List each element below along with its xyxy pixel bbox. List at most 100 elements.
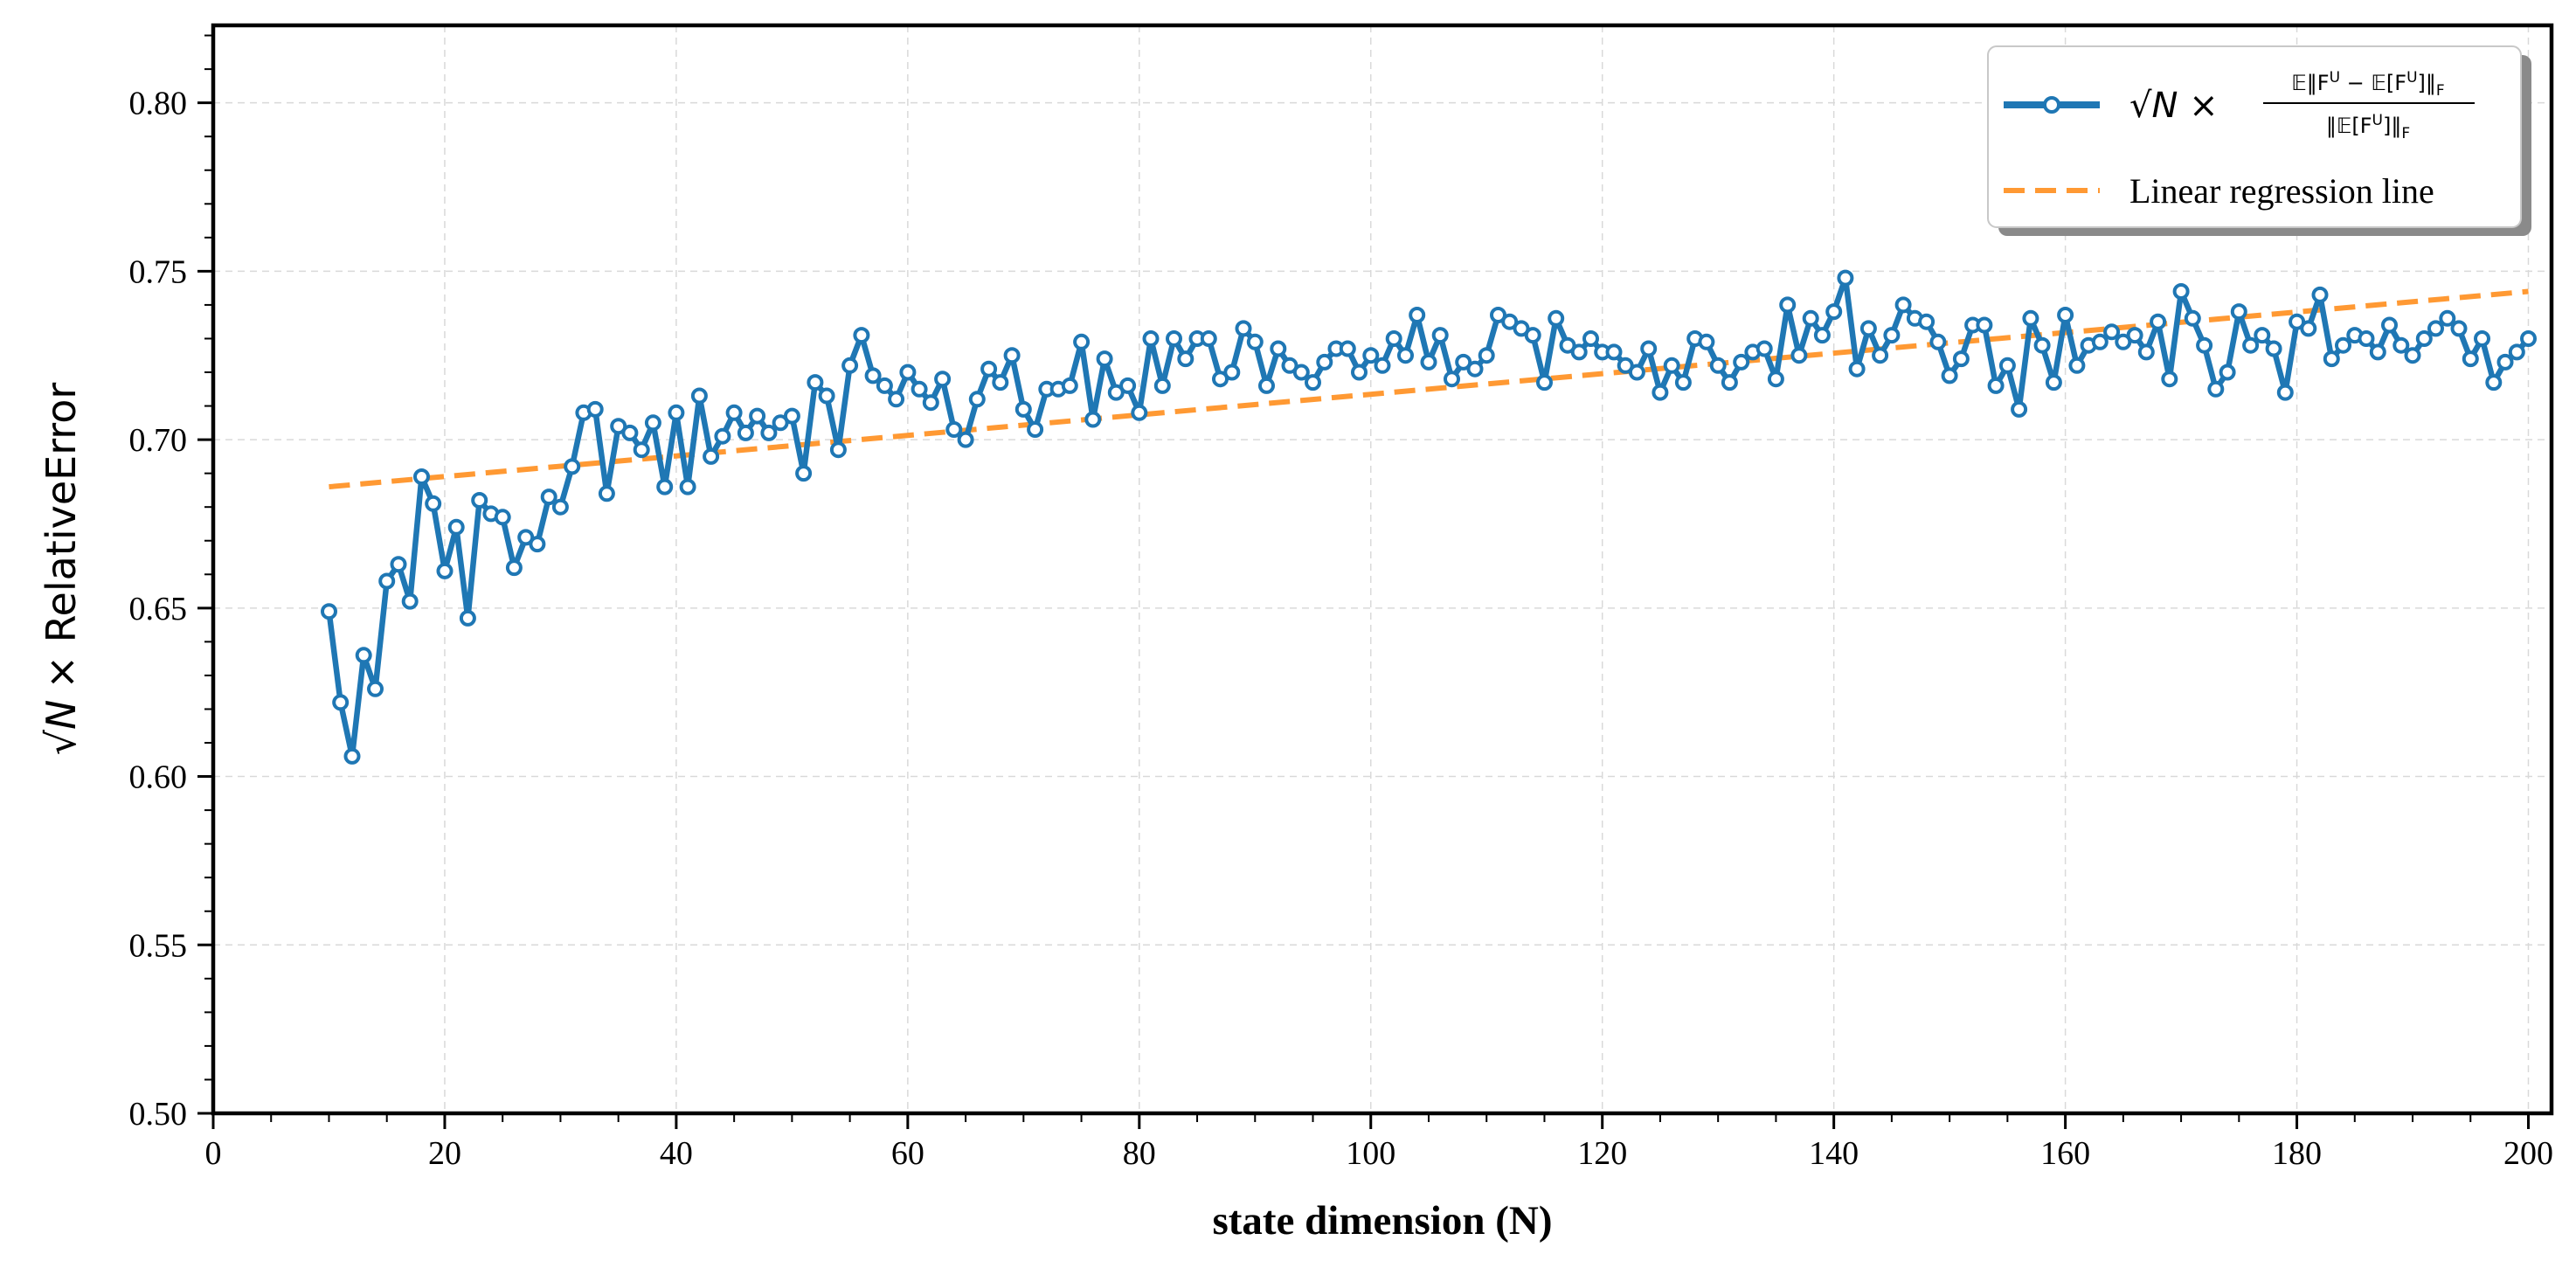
data-point [1755, 340, 1773, 357]
data-point [2068, 357, 2086, 374]
data-point [656, 478, 674, 495]
data-point [1570, 343, 1588, 361]
data-point [564, 458, 581, 475]
y-tick-labels: 0.50 0.55 0.60 0.65 0.70 0.75 0.80 [129, 86, 188, 1133]
data-point [876, 377, 893, 394]
data-point [1385, 330, 1402, 347]
data-point [447, 518, 465, 536]
data-point [1987, 377, 2005, 394]
data-point [1258, 377, 1275, 394]
y-tick-label: 0.65 [129, 591, 188, 627]
data-point [1431, 327, 1449, 344]
data-point [1444, 371, 1460, 388]
data-point [2415, 330, 2433, 347]
data-point [1490, 307, 1506, 323]
data-point [529, 536, 546, 553]
data-point [807, 374, 824, 391]
data-point [2439, 309, 2456, 327]
data-point [668, 404, 685, 421]
data-point [2184, 309, 2201, 327]
data-point [1119, 377, 1137, 394]
y-axis-label: √N × RelativeError [38, 383, 85, 756]
data-point [737, 424, 754, 441]
ticks [197, 101, 2531, 1129]
data-point [2450, 320, 2468, 337]
data-point [1027, 421, 1044, 438]
x-tick-label: 180 [2272, 1135, 2322, 1172]
data-point [610, 418, 627, 435]
x-tick-label: 60 [891, 1135, 924, 1172]
data-point [1709, 357, 1727, 374]
data-point [1779, 296, 1797, 314]
data-point [1409, 307, 1426, 323]
data-point [355, 647, 372, 664]
data-point [679, 478, 696, 495]
data-point [2265, 340, 2282, 357]
data-point [2254, 327, 2271, 344]
data-point [1640, 340, 1658, 357]
data-point [621, 424, 639, 441]
data-point [1825, 303, 1843, 321]
x-tick-label: 40 [660, 1135, 693, 1172]
data-point [945, 421, 963, 438]
data-point [2172, 283, 2190, 300]
data-point [1292, 364, 1310, 381]
data-point [899, 364, 917, 381]
data-point [2369, 343, 2386, 361]
data-point [2300, 320, 2317, 337]
data-point [367, 680, 384, 697]
data-point [1316, 353, 1333, 371]
data-point [1212, 371, 1229, 388]
data-point [1014, 400, 1032, 418]
data-point [517, 529, 535, 546]
data-point [321, 603, 337, 620]
legend-regression-label: Linear regression line [2129, 171, 2434, 211]
data-point [1270, 340, 1287, 357]
y-tick-label: 0.70 [129, 422, 188, 459]
data-point [401, 592, 419, 610]
data-point [1096, 350, 1113, 368]
data-point [2011, 400, 2028, 418]
data-point [494, 509, 511, 526]
x-tick-label: 20 [428, 1135, 461, 1172]
data-point [1929, 333, 1947, 350]
data-point [1524, 327, 1541, 344]
data-point [2103, 323, 2121, 341]
data-point [1837, 269, 1854, 287]
x-tick-label: 160 [2040, 1135, 2090, 1172]
data-point [378, 572, 396, 590]
x-tick-labels: 0 20 40 60 80 100 120 140 160 180 200 [205, 1135, 2554, 1172]
data-point [1305, 374, 1321, 391]
data-point [644, 414, 661, 432]
data-point [1883, 327, 1901, 344]
data-point [1223, 364, 1241, 381]
data-point [690, 387, 708, 405]
data-point [1733, 353, 1750, 371]
data-point [703, 447, 720, 465]
error-series [321, 269, 2537, 765]
data-point [2392, 336, 2410, 354]
data-point [586, 400, 604, 418]
data-point [888, 391, 905, 408]
data-point [922, 394, 939, 412]
data-point [1084, 411, 1102, 428]
data-point [2276, 384, 2294, 401]
data-point [2358, 330, 2375, 347]
y-axis-label-text: × RelativeError [38, 383, 85, 689]
data-point [749, 407, 766, 425]
x-tick-label: 80 [1123, 1135, 1156, 1172]
data-point [911, 380, 928, 398]
data-point [1131, 404, 1148, 421]
data-point [2427, 320, 2444, 337]
legend-box [1987, 45, 2522, 228]
data-point [332, 694, 350, 711]
data-point [1859, 320, 1877, 337]
data-point [1605, 343, 1623, 361]
data-point [2496, 353, 2514, 371]
data-point [436, 562, 454, 579]
data-point [1107, 384, 1125, 401]
data-point [760, 424, 778, 441]
data-point [1802, 309, 1819, 327]
data-point [1674, 374, 1692, 391]
